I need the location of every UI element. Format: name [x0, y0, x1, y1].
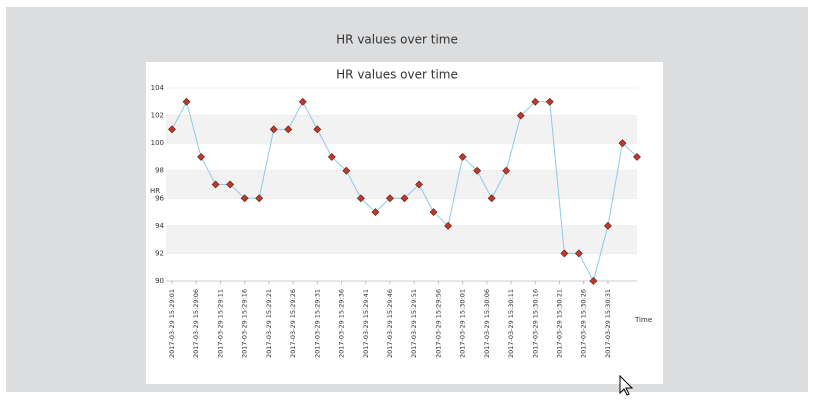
data-point — [545, 97, 554, 106]
data-point — [313, 125, 322, 134]
data-point — [400, 194, 409, 203]
data-point — [371, 208, 380, 216]
data-point — [531, 97, 540, 106]
data-point — [284, 125, 293, 134]
x-tick-label: 2017-03-29 15:30:26 — [580, 289, 588, 358]
data-point — [226, 180, 235, 189]
x-tick-label: 2017-03-29 15:30:11 — [507, 289, 515, 358]
data-point — [574, 249, 583, 258]
data-point — [240, 194, 249, 203]
x-tick-label: 2017-03-29 15:30:01 — [459, 289, 467, 358]
header-title: HR values over time — [336, 33, 458, 47]
data-point — [197, 153, 205, 161]
data-point — [356, 194, 365, 203]
data-point — [415, 180, 423, 189]
grid-band — [166, 115, 637, 144]
x-tick-label: 2017-03-29 15:29:26 — [289, 289, 297, 358]
grid-band — [166, 225, 637, 254]
y-tick-label: 90 — [155, 277, 164, 285]
data-point — [168, 125, 176, 134]
y-tick-label: 98 — [155, 167, 164, 175]
data-point — [327, 153, 336, 161]
y-tick-label: 92 — [155, 249, 164, 257]
y-tick-label: 102 — [151, 112, 164, 120]
x-tick-label: 2017-03-29 15:30:16 — [531, 289, 539, 358]
x-axis-label: Time — [634, 316, 652, 324]
x-tick-label: 2017-03-29 15:29:01 — [168, 289, 176, 358]
chart-title: HR values over time — [336, 68, 458, 82]
data-point — [458, 153, 467, 161]
data-point — [473, 166, 482, 175]
x-tick-label: 2017-03-29 15:30:21 — [556, 289, 564, 358]
grid-band — [166, 170, 637, 199]
x-tick-label: 2017-03-29 15:29:11 — [216, 289, 224, 358]
data-point — [487, 194, 496, 203]
x-tick-label: 2017-03-29 15:29:31 — [313, 289, 321, 358]
data-point — [342, 166, 351, 175]
x-tick-label: 2017-03-29 15:29:41 — [362, 289, 370, 358]
x-tick-label: 2017-03-29 15:29:06 — [192, 289, 200, 358]
x-tick-label: 2017-03-29 15:29:46 — [386, 289, 394, 358]
y-tick-label: 100 — [151, 139, 164, 147]
x-tick-label: 2017-03-29 15:30:31 — [604, 289, 612, 358]
data-point — [211, 180, 220, 189]
data-point — [560, 249, 569, 258]
data-point — [182, 97, 191, 106]
cursor — [619, 374, 634, 396]
chart: HR values over time HR Time 90 92 94 96 98 10… — [150, 68, 652, 359]
y-tick-label: 104 — [151, 84, 165, 92]
data-point — [429, 208, 438, 216]
data-point — [444, 221, 453, 230]
data-point — [298, 97, 307, 106]
x-tick-label: 2017-03-29 15:29:36 — [338, 289, 346, 358]
x-tick-label: 2017-03-29 15:29:51 — [410, 289, 418, 358]
data-point — [269, 125, 278, 134]
data-point — [589, 277, 598, 285]
data-point — [255, 194, 264, 203]
data-point — [516, 111, 525, 120]
data-point — [386, 194, 394, 203]
x-tick-label: 2017-03-29 15:29:21 — [265, 289, 273, 358]
data-point — [618, 139, 627, 148]
x-tick-label: 2017-03-29 15:29:56 — [434, 289, 442, 358]
y-axis-label: HR — [150, 187, 160, 195]
data-point — [633, 153, 641, 161]
x-tick-label: 2017-03-29 15:29:16 — [241, 289, 249, 358]
y-tick-label: 94 — [155, 222, 164, 230]
data-point — [502, 166, 511, 175]
x-tick-label: 2017-03-29 15:30:06 — [483, 289, 491, 358]
y-tick-label: 96 — [155, 194, 164, 202]
data-point — [604, 221, 612, 230]
